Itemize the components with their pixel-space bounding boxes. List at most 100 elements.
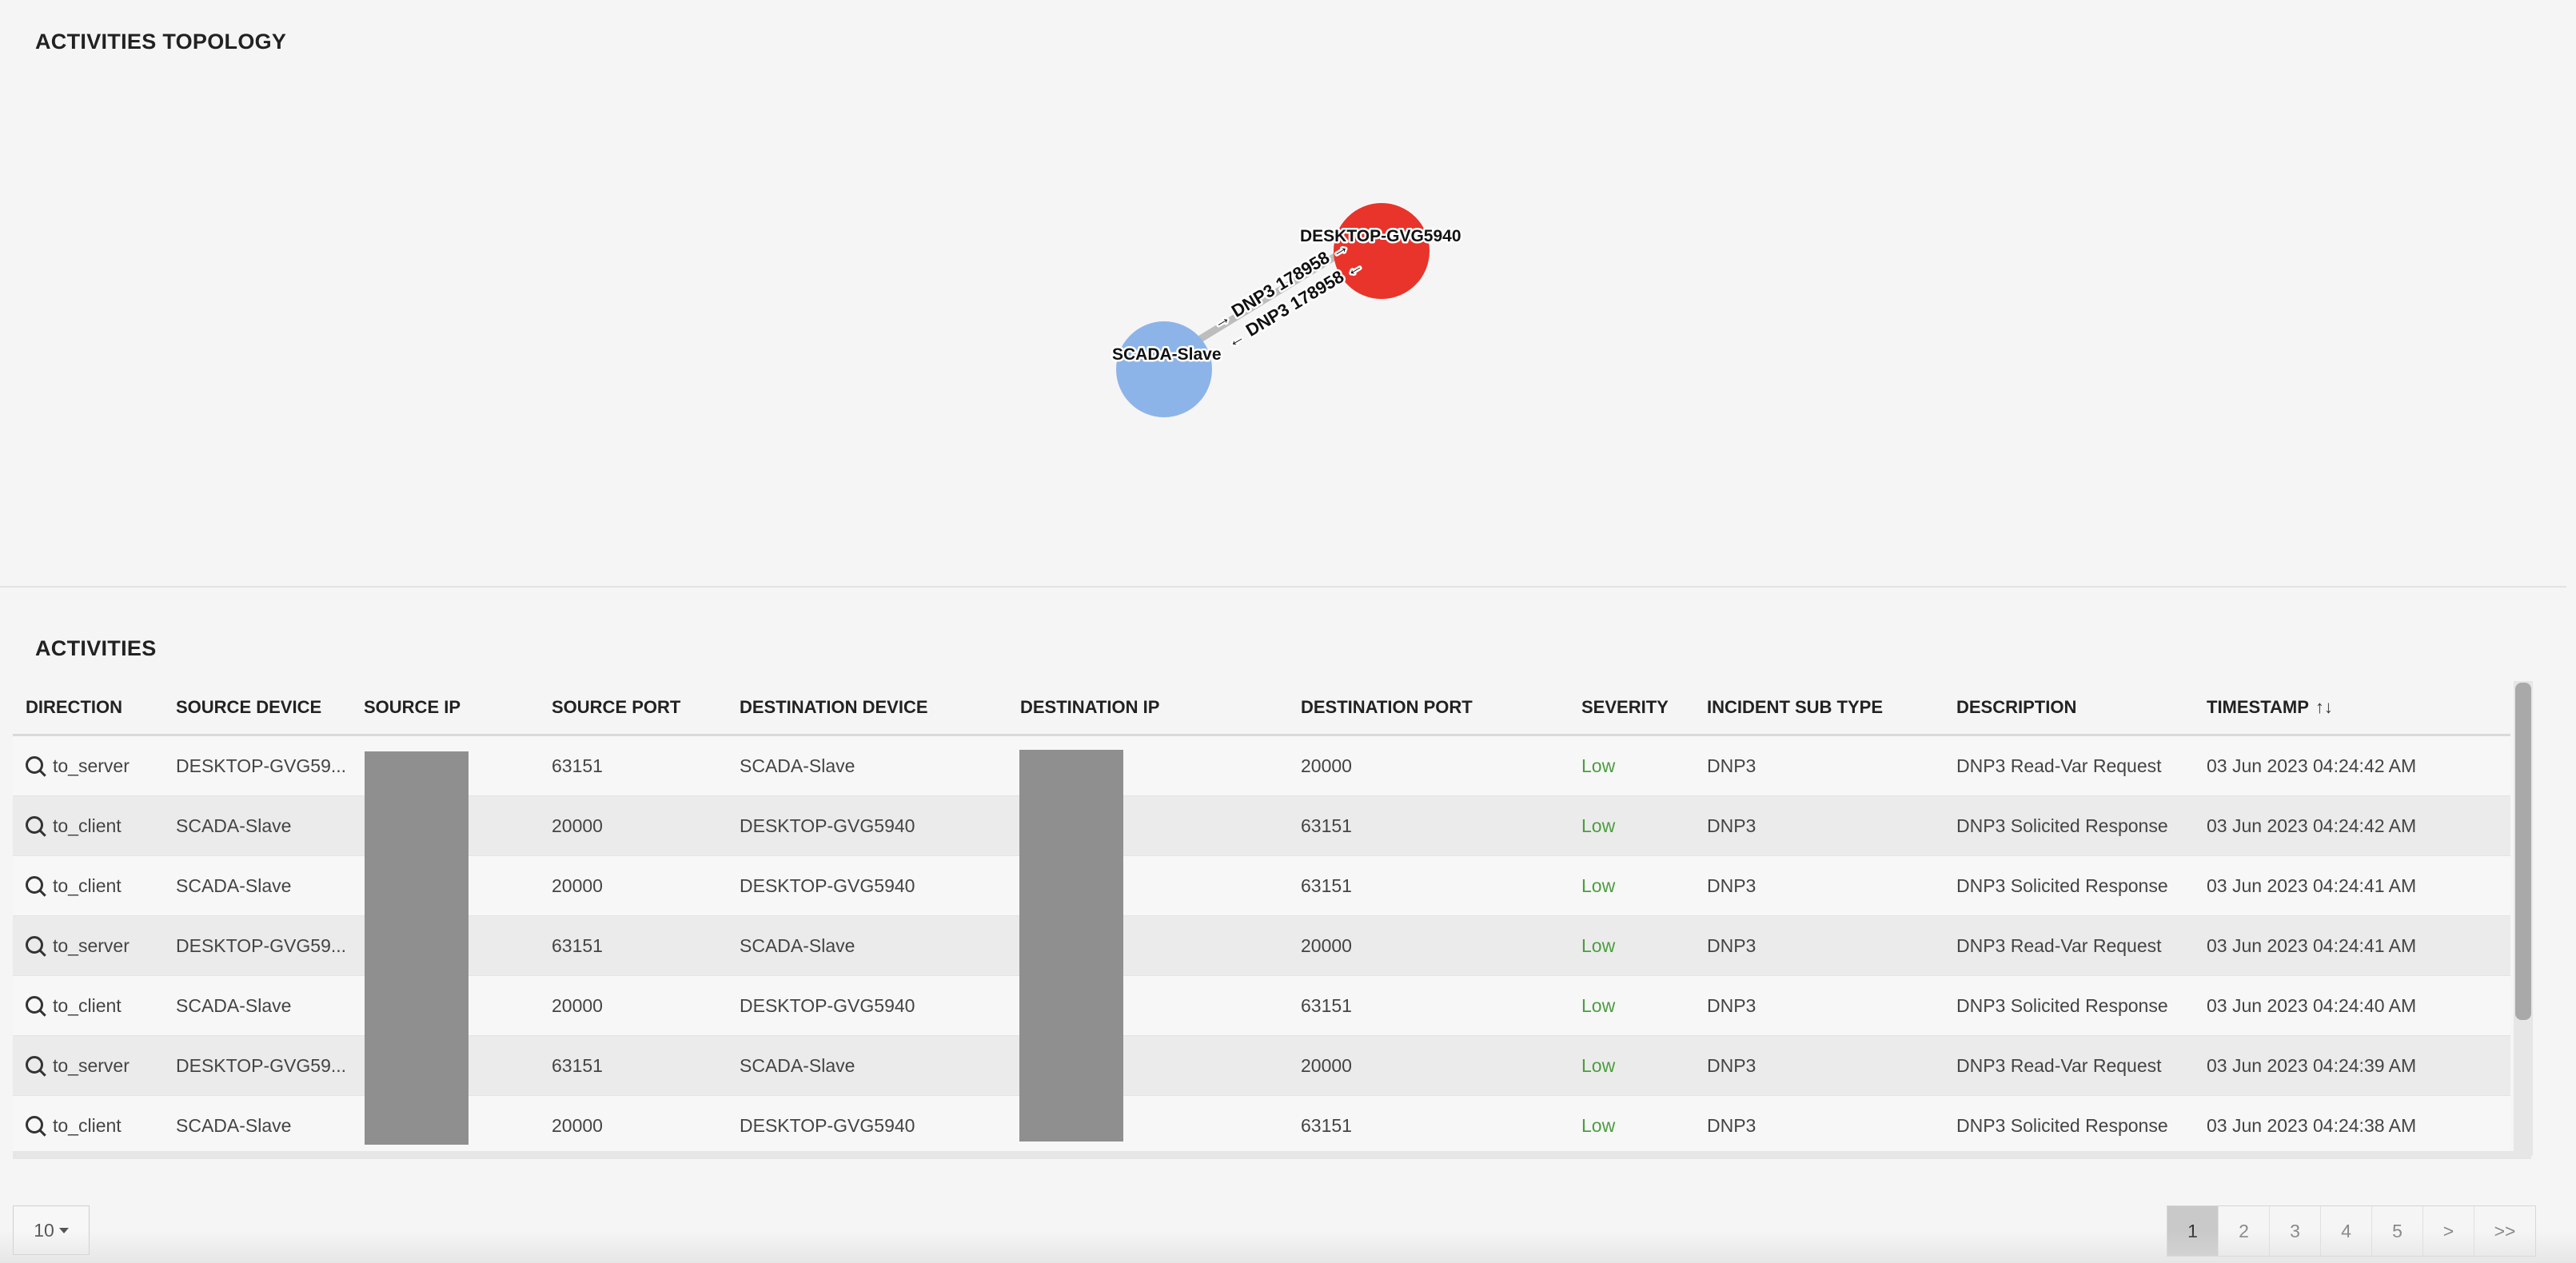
cell-severity: Low	[1569, 855, 1694, 916]
cell-destination-device: SCADA-Slave	[727, 915, 1007, 976]
cell-description: DNP3 Read-Var Request	[1944, 1035, 2194, 1096]
topology-edge[interactable]	[1195, 249, 1344, 344]
cell-incident-sub-type: DNP3	[1694, 975, 1944, 1036]
page-button-1[interactable]: 1	[2167, 1206, 2219, 1256]
table-header-row: DIRECTION SOURCE DEVICE SOURCE IP SOURCE…	[13, 681, 2510, 736]
cell-source-port: 63151	[539, 735, 727, 796]
cell-incident-sub-type: DNP3	[1694, 915, 1944, 976]
cell-timestamp: 03 Jun 2023 04:24:40 AM	[2194, 975, 2510, 1036]
cell-description: DNP3 Solicited Response	[1944, 975, 2194, 1036]
table-row[interactable]: to_client SCADA-Slave 20000 DESKTOP-GVG5940…	[13, 1095, 2510, 1156]
col-destination-device[interactable]: DESTINATION DEVICE	[727, 681, 1007, 736]
col-timestamp-label: TIMESTAMP	[2207, 697, 2309, 717]
col-timestamp[interactable]: TIMESTAMP ↑↓	[2194, 681, 2510, 736]
direction-label: to_client	[53, 1114, 122, 1136]
topology-graph[interactable]: → DNP3 178958 → ← DNP3 178958 ← DESKTOP-…	[1103, 192, 1471, 432]
col-source-ip[interactable]: SOURCE IP	[351, 681, 539, 736]
cell-source-port: 20000	[539, 855, 727, 916]
cell-source-device: SCADA-Slave	[163, 855, 351, 916]
vertical-scrollbar-thumb[interactable]	[2515, 683, 2531, 1020]
topology-svg: → DNP3 178958 → ← DNP3 178958 ← DESKTOP-…	[1111, 203, 1463, 417]
cell-timestamp: 03 Jun 2023 04:24:38 AM	[2194, 1095, 2510, 1156]
pagination: 1 2 3 4 5 > >>	[2167, 1205, 2536, 1257]
redaction-destination-ip	[1019, 750, 1123, 1141]
direction-label: to_server	[53, 755, 130, 776]
activities-title: ACTIVITIES	[35, 636, 157, 660]
cell-destination-device: DESKTOP-GVG5940	[727, 975, 1007, 1036]
cell-timestamp: 03 Jun 2023 04:24:42 AM	[2194, 795, 2510, 856]
search-icon[interactable]	[26, 1115, 43, 1134]
cell-direction: to_server	[13, 915, 163, 976]
col-description[interactable]: DESCRIPTION	[1944, 681, 2194, 736]
cell-severity: Low	[1569, 915, 1694, 976]
cell-incident-sub-type: DNP3	[1694, 1095, 1944, 1156]
node-scada-slave[interactable]	[1116, 321, 1212, 417]
col-destination-ip[interactable]: DESTINATION IP	[1007, 681, 1288, 736]
col-destination-port[interactable]: DESTINATION PORT	[1288, 681, 1569, 736]
cell-incident-sub-type: DNP3	[1694, 795, 1944, 856]
cell-destination-port: 63151	[1288, 855, 1569, 916]
cell-direction: to_server	[13, 1035, 163, 1096]
cell-severity: Low	[1569, 1095, 1694, 1156]
direction-label: to_client	[53, 875, 122, 896]
cell-description: DNP3 Read-Var Request	[1944, 735, 2194, 796]
cell-description: DNP3 Solicited Response	[1944, 1095, 2194, 1156]
node-desktop-gvg5940[interactable]	[1334, 203, 1430, 299]
cell-destination-port: 20000	[1288, 1035, 1569, 1096]
node-label-scada-slave: SCADA-Slave	[1112, 345, 1222, 364]
page-button-3[interactable]: 3	[2270, 1206, 2321, 1256]
cell-source-device: SCADA-Slave	[163, 795, 351, 856]
cell-destination-port: 20000	[1288, 735, 1569, 796]
cell-direction: to_client	[13, 855, 163, 916]
search-icon[interactable]	[26, 875, 43, 894]
page-button-5[interactable]: 5	[2372, 1206, 2423, 1256]
cell-incident-sub-type: DNP3	[1694, 855, 1944, 916]
cell-destination-device: DESKTOP-GVG5940	[727, 795, 1007, 856]
cell-destination-device: SCADA-Slave	[727, 1035, 1007, 1096]
search-icon[interactable]	[26, 995, 43, 1014]
activities-table-container[interactable]: DIRECTION SOURCE DEVICE SOURCE IP SOURCE…	[13, 681, 2533, 1156]
cell-severity: Low	[1569, 795, 1694, 856]
cell-source-device: SCADA-Slave	[163, 1095, 351, 1156]
cell-incident-sub-type: DNP3	[1694, 1035, 1944, 1096]
search-icon[interactable]	[26, 815, 43, 834]
page-button-next[interactable]: >	[2423, 1206, 2474, 1256]
table-row[interactable]: to_server DESKTOP-GVG59... 63151 SCADA-Slav…	[13, 1035, 2510, 1096]
col-source-device[interactable]: SOURCE DEVICE	[163, 681, 351, 736]
col-direction[interactable]: DIRECTION	[13, 681, 163, 736]
page-size-value: 10	[34, 1219, 54, 1241]
sort-icon[interactable]: ↑↓	[2315, 697, 2333, 717]
cell-description: DNP3 Solicited Response	[1944, 855, 2194, 916]
cell-source-port: 20000	[539, 1095, 727, 1156]
cell-direction: to_client	[13, 795, 163, 856]
page-button-last[interactable]: >>	[2474, 1206, 2535, 1256]
search-icon[interactable]	[26, 1055, 43, 1074]
col-severity[interactable]: SEVERITY	[1569, 681, 1694, 736]
cell-severity: Low	[1569, 1035, 1694, 1096]
cell-source-device: DESKTOP-GVG59...	[163, 735, 351, 796]
page-button-2[interactable]: 2	[2219, 1206, 2270, 1256]
cell-timestamp: 03 Jun 2023 04:24:39 AM	[2194, 1035, 2510, 1096]
search-icon[interactable]	[26, 935, 43, 954]
direction-label: to_server	[53, 1054, 130, 1076]
col-source-port[interactable]: SOURCE PORT	[539, 681, 727, 736]
page-button-4[interactable]: 4	[2321, 1206, 2372, 1256]
search-icon[interactable]	[26, 755, 43, 774]
cell-source-port: 20000	[539, 975, 727, 1036]
table-row[interactable]: to_client SCADA-Slave 20000 DESKTOP-GVG5940…	[13, 975, 2510, 1036]
cell-description: DNP3 Read-Var Request	[1944, 915, 2194, 976]
cell-destination-port: 63151	[1288, 795, 1569, 856]
table-row[interactable]: to_client SCADA-Slave 20000 DESKTOP-GVG5940…	[13, 795, 2510, 856]
cell-severity: Low	[1569, 735, 1694, 796]
page-size-select[interactable]: 10	[13, 1205, 90, 1255]
col-incident-sub-type[interactable]: INCIDENT SUB TYPE	[1694, 681, 1944, 736]
horizontal-scrollbar[interactable]	[13, 1151, 2531, 1159]
cell-timestamp: 03 Jun 2023 04:24:42 AM	[2194, 735, 2510, 796]
cell-destination-device: SCADA-Slave	[727, 735, 1007, 796]
cell-timestamp: 03 Jun 2023 04:24:41 AM	[2194, 915, 2510, 976]
cell-direction: to_server	[13, 735, 163, 796]
cell-timestamp: 03 Jun 2023 04:24:41 AM	[2194, 855, 2510, 916]
direction-label: to_client	[53, 815, 122, 836]
cell-direction: to_client	[13, 975, 163, 1036]
cell-destination-port: 63151	[1288, 975, 1569, 1036]
